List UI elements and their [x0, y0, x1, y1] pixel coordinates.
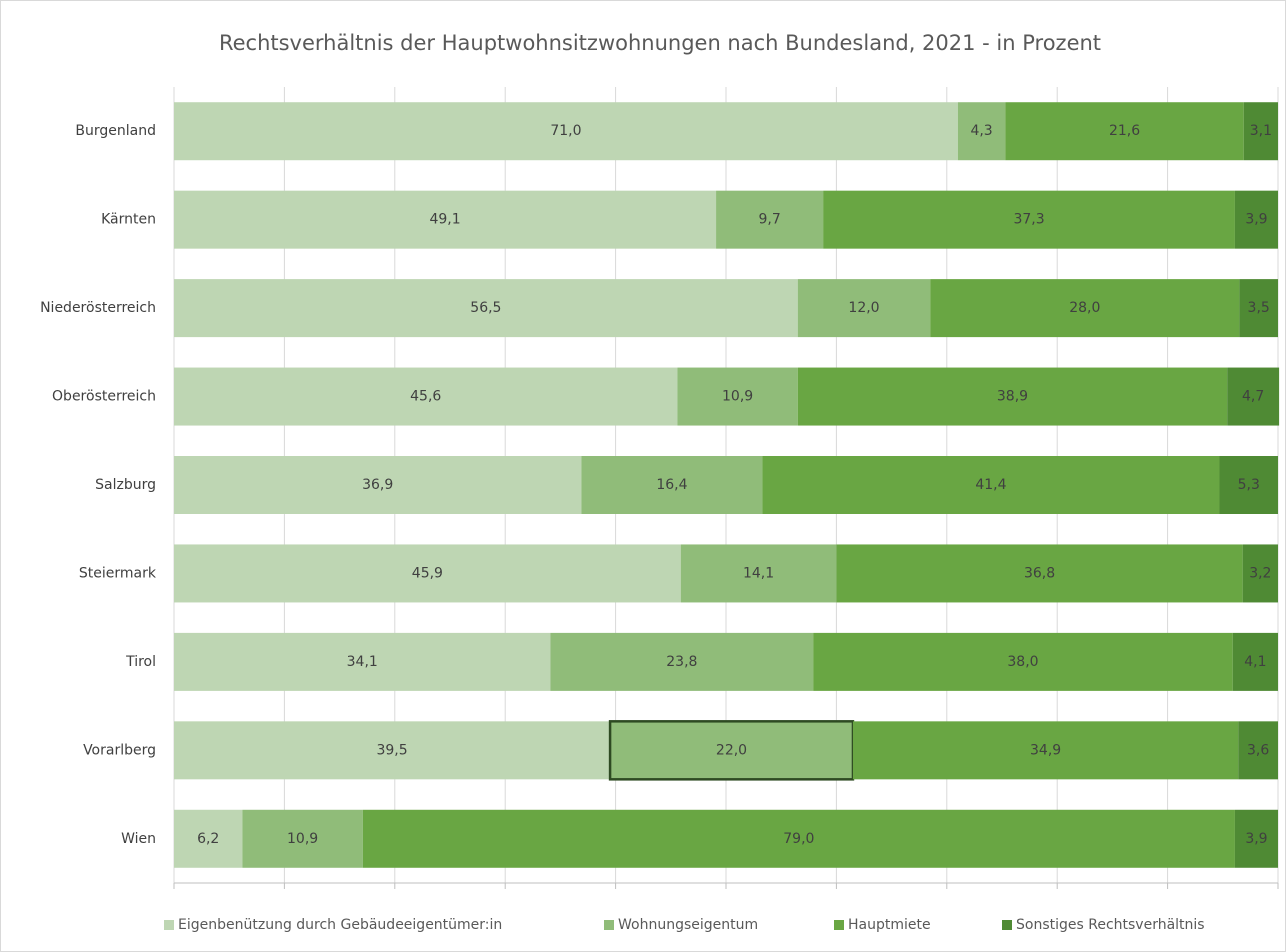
data-label: 39,5: [376, 742, 407, 758]
bar-segment: [1232, 632, 1278, 691]
data-label: 56,5: [470, 300, 501, 316]
data-label: 10,9: [722, 389, 753, 405]
bar-segment: [174, 367, 678, 426]
legend-swatch: [834, 920, 844, 930]
legend-label: Eigenbenützung durch Gebäudeeigentümer:i…: [178, 917, 502, 933]
bar-segment: [677, 367, 798, 426]
y-tick-label: Kärnten: [101, 212, 156, 228]
bar-segment: [550, 632, 814, 691]
data-label: 3,2: [1249, 565, 1271, 581]
bar-segment: [930, 279, 1240, 338]
bar-segment: [174, 190, 717, 249]
data-label: 28,0: [1069, 300, 1100, 316]
y-tick-label: Oberösterreich: [52, 389, 156, 405]
bar-segment: [797, 367, 1228, 426]
bar-segment: [174, 102, 958, 161]
bar-segment: [836, 544, 1243, 603]
bar-segment: [1239, 279, 1278, 338]
legend-label: Hauptmiete: [848, 917, 931, 933]
bar-segment: [852, 721, 1239, 780]
data-label: 5,3: [1238, 477, 1260, 493]
bar-segment: [242, 809, 363, 868]
bar-segment: [1242, 544, 1278, 603]
data-label: 71,0: [550, 123, 581, 139]
data-label: 6,2: [197, 831, 219, 847]
bar-segment: [823, 190, 1235, 249]
bar-segment: [581, 456, 763, 514]
bar-segment: [1234, 809, 1278, 868]
bar-segment: [174, 456, 582, 514]
y-tick-label: Niederösterreich: [40, 300, 156, 316]
data-label: 3,9: [1245, 212, 1267, 228]
bar-segment: [1238, 721, 1278, 780]
data-label: 16,4: [656, 477, 687, 493]
bar-segment: [716, 190, 824, 249]
bar-segment: [797, 279, 931, 338]
data-label: 34,9: [1030, 742, 1061, 758]
data-label: 36,8: [1024, 565, 1055, 581]
legend-swatch: [1002, 920, 1012, 930]
bar-segment: [1219, 456, 1278, 514]
y-tick-label: Wien: [121, 831, 156, 847]
bar-segment: [1234, 190, 1278, 249]
bar-segment: [174, 544, 681, 603]
bar-segment: [174, 721, 611, 780]
data-label: 38,9: [997, 389, 1028, 405]
y-tick-label: Steiermark: [79, 565, 157, 581]
data-label: 3,1: [1250, 123, 1272, 139]
legend-swatch: [164, 920, 174, 930]
legend-label: Wohnungseigentum: [618, 917, 758, 933]
data-label: 23,8: [666, 654, 697, 670]
bar-segment: [1005, 102, 1244, 161]
data-label: 38,0: [1007, 654, 1038, 670]
data-label: 34,1: [347, 654, 378, 670]
data-label: 45,9: [412, 565, 443, 581]
bar-segment: [680, 544, 837, 603]
bar-segment: [957, 102, 1006, 161]
y-tick-label: Burgenland: [75, 123, 156, 139]
data-label: 79,0: [783, 831, 814, 847]
bar-segment: [1243, 102, 1278, 161]
data-label: 49,1: [429, 212, 460, 228]
data-label: 45,6: [410, 389, 441, 405]
data-label: 3,6: [1247, 742, 1269, 758]
legend-label: Sonstiges Rechtsverhältnis: [1016, 917, 1205, 933]
data-label: 14,1: [743, 565, 774, 581]
data-label: 9,7: [758, 212, 780, 228]
data-label: 10,9: [287, 831, 318, 847]
bar-segment: [174, 279, 798, 338]
data-label: 4,1: [1244, 654, 1266, 670]
y-tick-label: Vorarlberg: [83, 742, 156, 758]
chart-title: Rechtsverhältnis der Hauptwohnsitzwohnun…: [219, 31, 1101, 55]
y-tick-label: Salzburg: [95, 477, 156, 493]
data-label: 21,6: [1109, 123, 1140, 139]
data-label: 4,7: [1242, 389, 1264, 405]
bar-segment: [362, 809, 1235, 868]
bar-segment: [813, 632, 1233, 691]
data-label: 4,3: [970, 123, 992, 139]
legend-swatch: [604, 920, 614, 930]
data-label: 3,9: [1245, 831, 1267, 847]
data-label: 37,3: [1013, 212, 1044, 228]
data-label: 36,9: [362, 477, 393, 493]
data-label: 22,0: [716, 742, 747, 758]
bar-segment: [608, 720, 855, 781]
bar-segment: [1227, 367, 1280, 426]
bar-segment: [174, 632, 551, 691]
y-tick-label: Tirol: [125, 654, 156, 670]
data-label: 3,5: [1248, 300, 1270, 316]
data-label: 41,4: [975, 477, 1006, 493]
bar-segment: [174, 809, 243, 868]
bar-segment: [762, 456, 1220, 514]
data-label: 12,0: [848, 300, 879, 316]
